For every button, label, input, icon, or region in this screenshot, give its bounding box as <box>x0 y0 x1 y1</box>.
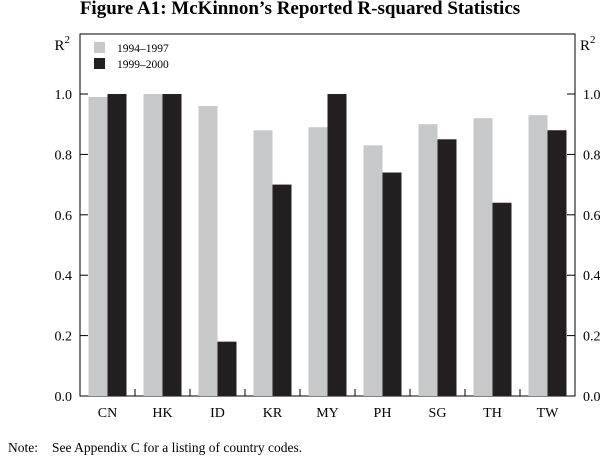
y-tick-label-left: 0.2 <box>55 330 73 345</box>
x-category-label: HK <box>152 406 172 421</box>
x-category-label: PH <box>374 406 392 421</box>
bar-cn-series-1 <box>88 97 108 397</box>
footnote: Note: See Appendix C for a listing of cou… <box>8 440 302 456</box>
bar-cn-series-2 <box>107 94 127 396</box>
x-categories: CN HK ID KR MY PH SG TH TW <box>98 389 559 421</box>
y-tick-label-left: 1.0 <box>55 88 73 103</box>
x-category-label: SG <box>429 406 447 421</box>
bar-th-series-1 <box>473 118 493 396</box>
y-tick-label-right: 0.2 <box>583 330 600 345</box>
legend-label-2: 1999–2000 <box>117 59 169 71</box>
x-category-label: ID <box>210 406 225 421</box>
chart-title: Figure A1: McKinnon’s Reported R-squared… <box>80 0 520 19</box>
note-text: See Appendix C for a listing of country … <box>52 440 303 455</box>
legend-label-1: 1994–1997 <box>117 43 169 55</box>
y-axis-label-right: R2 <box>580 34 596 54</box>
x-category-label: KR <box>263 406 283 421</box>
chart: Figure A1: McKinnon’s Reported R-squared… <box>54 0 600 421</box>
legend: 1994–1997 1999–2000 <box>94 42 169 71</box>
bar-kr-series-2 <box>272 184 292 396</box>
bar-hk-series-2 <box>162 94 182 396</box>
bar-kr-series-1 <box>253 130 273 397</box>
bar-tw-series-2 <box>547 130 567 397</box>
bar-id-series-1 <box>198 106 218 396</box>
bar-th-series-2 <box>492 202 512 396</box>
y-tick-label-right: 0.8 <box>583 148 600 163</box>
y-tick-label-right: 0.4 <box>583 269 600 284</box>
bars <box>88 94 567 397</box>
x-category-label: TW <box>537 406 560 421</box>
x-category-label: MY <box>316 406 339 421</box>
legend-swatch-2 <box>94 58 105 69</box>
x-category-label: CN <box>98 406 117 421</box>
y-ticks: 0.0 0.0 0.2 0.2 0.4 0.4 0.6 0.6 0.8 0.8 1.0 1.0 <box>55 88 600 405</box>
legend-swatch-1 <box>94 42 105 53</box>
bar-my-series-1 <box>308 127 328 396</box>
y-axis-labels: R2 R2 <box>54 34 595 54</box>
bar-ph-series-1 <box>363 145 383 396</box>
y-tick-label-right: 0.6 <box>583 209 600 224</box>
bar-sg-series-2 <box>437 139 457 397</box>
bar-id-series-2 <box>217 341 237 396</box>
bar-sg-series-1 <box>418 124 438 396</box>
bar-hk-series-1 <box>143 94 163 396</box>
y-tick-label-right: 0.0 <box>583 390 600 405</box>
bar-ph-series-2 <box>382 172 402 396</box>
y-tick-label-right: 1.0 <box>583 88 600 103</box>
y-tick-label-left: 0.4 <box>55 269 73 284</box>
y-tick-label-left: 0.0 <box>55 390 73 405</box>
bar-my-series-2 <box>327 94 347 396</box>
y-tick-label-left: 0.6 <box>55 209 73 224</box>
note-label: Note: <box>8 440 38 455</box>
x-category-label: TH <box>483 406 502 421</box>
y-axis-label-left: R2 <box>54 34 70 54</box>
y-tick-label-left: 0.8 <box>55 148 73 163</box>
bar-tw-series-1 <box>528 115 548 396</box>
